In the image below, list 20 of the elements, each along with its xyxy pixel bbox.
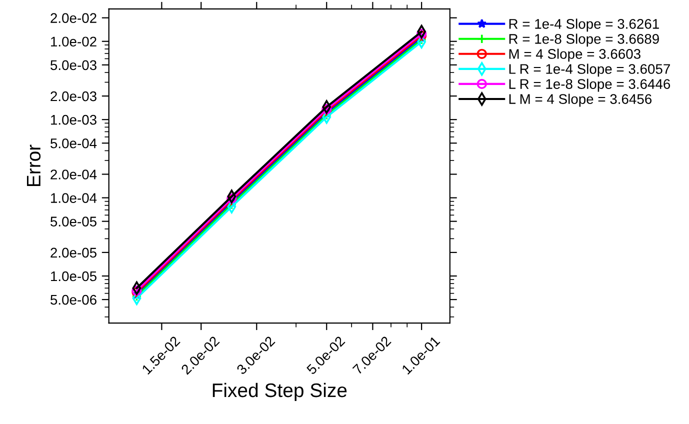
legend-label: L M = 4 Slope = 3.6456 (509, 94, 652, 107)
y-tick-label: 5.0e-05 (50, 216, 96, 226)
y-tick-label: 1.0e-02 (51, 36, 96, 47)
y-tick-label: 2.0e-03 (50, 91, 96, 102)
legend-label: R = 1e-8 Slope = 3.6689 (509, 34, 659, 47)
legend-label: R = 1e-4 Slope = 3.6261 (509, 18, 659, 32)
y-tick-label: 2.0e-05 (50, 248, 96, 258)
y-tick-label: 2.0e-02 (50, 13, 96, 23)
x-axis-title: Fixed Step Size (212, 382, 347, 402)
legend-label: M = 4 Slope = 3.6603 (509, 48, 640, 62)
y-tick-label: 5.0e-03 (50, 60, 96, 70)
y-tick-label: 1.0e-05 (51, 271, 96, 282)
y-tick-label: 1.0e-03 (51, 114, 96, 125)
y-tick-label: 5.0e-04 (50, 138, 97, 148)
legend-label: L R = 1e-4 Slope = 3.6057 (509, 64, 670, 77)
y-tick-label: 1.0e-04 (51, 193, 97, 203)
y-axis-title: Error (26, 144, 41, 186)
y-tick-label: 5.0e-06 (50, 294, 96, 305)
legend-label: L R = 1e-8 Slope = 3.6446 (509, 78, 670, 92)
y-tick-label: 2.0e-04 (50, 170, 97, 180)
